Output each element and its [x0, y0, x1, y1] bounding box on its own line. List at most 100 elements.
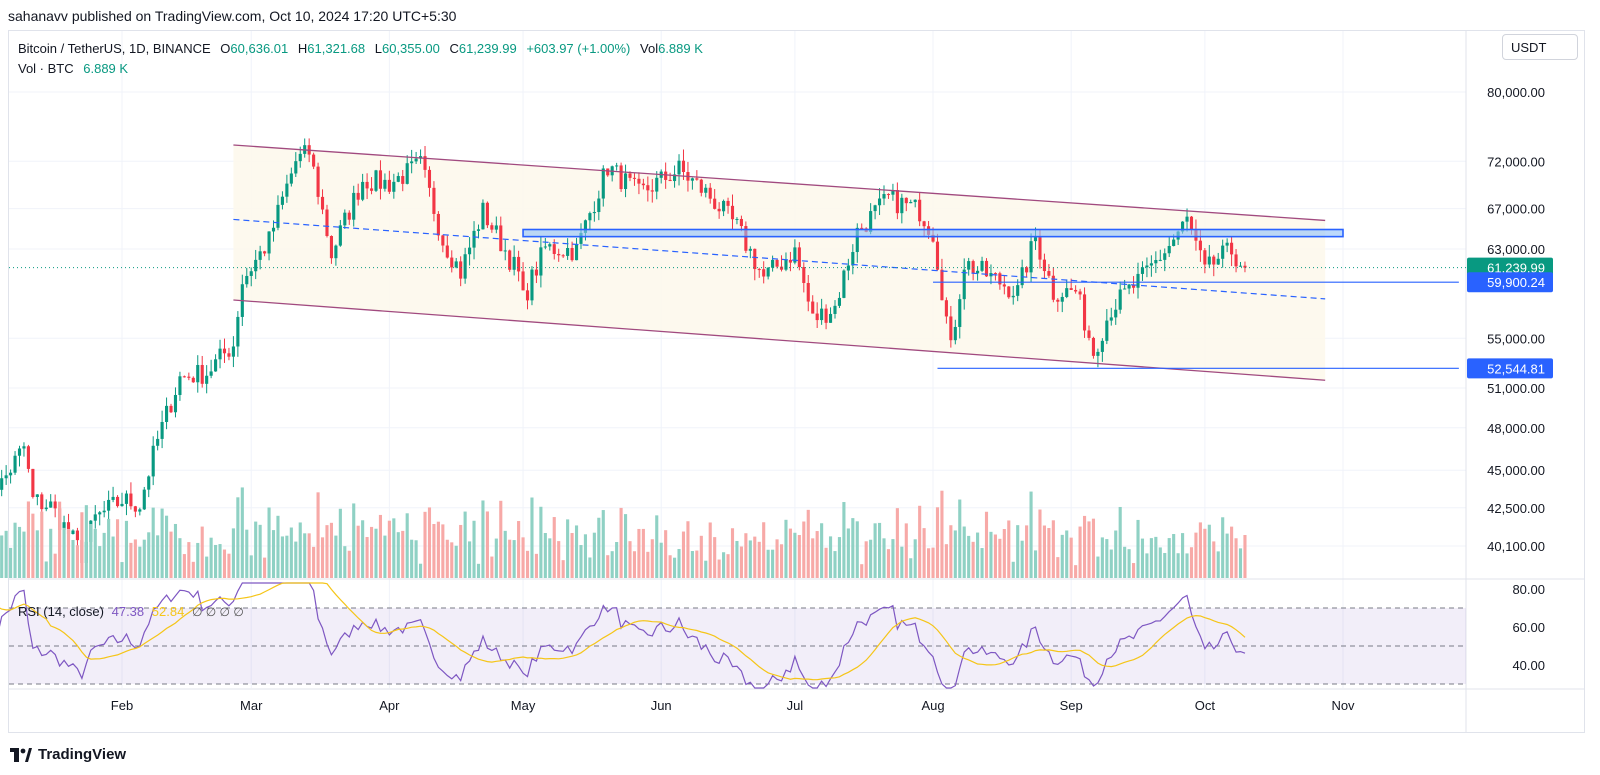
volume-bar [124, 520, 129, 578]
volume-bar [218, 544, 222, 578]
volume-bar [1074, 565, 1078, 578]
close-label: C [449, 41, 459, 56]
volume-bar [1118, 506, 1122, 578]
volume-bar [846, 528, 850, 578]
currency-selector[interactable]: USDT [1502, 34, 1578, 60]
volume-bar [151, 507, 155, 578]
candle [1243, 265, 1247, 268]
volume-bar [935, 507, 940, 578]
volume-bar [655, 515, 659, 578]
candle [13, 455, 17, 473]
price-chart[interactable]: 80,000.00 72,000.00 67,000.00 63,000.00 55,0… [0, 0, 1600, 740]
volume-bar [984, 511, 989, 578]
candle [432, 187, 436, 214]
price-tick-label: 72,000.00 [1487, 154, 1545, 169]
candle [543, 246, 547, 248]
candle [1163, 253, 1167, 260]
candle [1074, 289, 1078, 292]
candle [771, 259, 775, 268]
volume-bar [271, 530, 276, 578]
candle [1225, 242, 1229, 246]
low-label: L [374, 41, 382, 56]
candle [806, 282, 810, 302]
volume-bar [521, 537, 525, 578]
volume-bar [369, 526, 374, 578]
rsi-tick-label: 80.00 [1512, 582, 1545, 597]
candle [142, 489, 146, 510]
volume-bar [303, 533, 307, 578]
candle [31, 468, 35, 497]
candle [1207, 256, 1211, 265]
volume-bar [730, 528, 735, 578]
candle [138, 509, 142, 512]
candle [196, 364, 200, 383]
volume-bar [289, 527, 293, 578]
volume-bar [263, 557, 267, 578]
volume-bar [632, 551, 637, 578]
candle [1212, 256, 1216, 265]
candle [797, 247, 801, 268]
candle [1087, 330, 1091, 338]
candle [227, 353, 231, 357]
volume-bar [503, 530, 507, 578]
volume-bar [307, 533, 311, 578]
volume-bar [944, 544, 948, 578]
volume-bar [1056, 557, 1060, 578]
price-tick-label: 48,000.00 [1487, 421, 1545, 436]
volume-bar [574, 525, 579, 578]
month-label: Mar [240, 698, 263, 713]
volume-bar [949, 525, 953, 578]
candle [940, 269, 944, 301]
vol-value: 6.889 K [658, 41, 703, 56]
candle [276, 204, 280, 228]
volume-bar [9, 547, 13, 578]
candle [98, 512, 102, 515]
volume-bar [120, 562, 124, 578]
volume-bar [543, 533, 547, 578]
candle [4, 475, 8, 479]
volume-bar [673, 557, 677, 578]
volume-bar [454, 545, 458, 578]
candle [824, 308, 828, 323]
volume-bar [89, 523, 93, 578]
volume-bar [499, 500, 503, 578]
volume-bar [806, 509, 810, 578]
volume-bar [962, 526, 966, 578]
volume-bar [851, 518, 855, 578]
volume-bar [1042, 525, 1046, 578]
volume-bar [1158, 547, 1162, 578]
volume-bar [561, 560, 565, 578]
volume-bar [1011, 561, 1015, 578]
volume-bar [365, 537, 369, 578]
brand-text: TradingView [38, 746, 127, 763]
volume-bar [1123, 546, 1127, 578]
volume-bar [891, 539, 895, 578]
month-label: Jul [787, 698, 804, 713]
volume-bar [115, 519, 120, 578]
candle [160, 421, 164, 439]
volume-bar [1238, 548, 1243, 578]
candle [637, 178, 641, 184]
candle [909, 202, 913, 204]
candle [570, 248, 574, 261]
month-label: May [511, 698, 536, 713]
candle [828, 313, 833, 323]
volume-bar [1140, 538, 1145, 578]
volume-bar [245, 529, 249, 578]
volume-bar [570, 533, 574, 578]
volume-bar [401, 530, 405, 578]
volume-bar [797, 535, 801, 578]
candle [904, 197, 908, 204]
symbol-legend[interactable]: Bitcoin / TetherUS, 1D, BINANCE O60,636.… [18, 39, 703, 79]
candle [1002, 284, 1006, 287]
volume-bar [427, 507, 432, 578]
volume-bar [392, 518, 396, 578]
volume-bar [735, 540, 739, 578]
candle [120, 503, 124, 507]
rsi-ma-line [0, 582, 1246, 681]
candle [35, 494, 39, 497]
rsi-legend[interactable]: RSI (14, close) 47.38 52.84 ∅ ∅ ∅ ∅ [18, 604, 244, 619]
candle [222, 348, 227, 354]
tradingview-logo[interactable]: TradingView [10, 746, 126, 763]
candle [410, 161, 414, 164]
